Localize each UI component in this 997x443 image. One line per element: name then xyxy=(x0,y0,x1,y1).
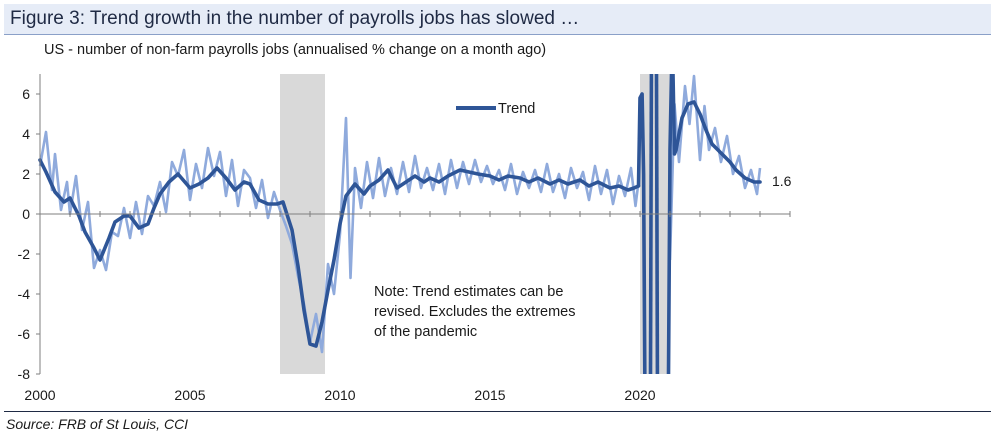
x-tick-label-2010: 2010 xyxy=(324,387,355,403)
figure-header: Figure 3: Trend growth in the number of … xyxy=(4,4,991,35)
figure-title: Figure 3: Trend growth in the number of … xyxy=(10,8,580,29)
x-tick-label-2000: 2000 xyxy=(24,387,55,403)
trend-pandemic-segment-4 xyxy=(671,73,678,156)
y-tick-label--6: -6 xyxy=(18,326,31,342)
x-tick-label-2020: 2020 xyxy=(624,387,655,403)
end-value-label: 1.6 xyxy=(772,173,792,189)
source-divider xyxy=(4,411,991,412)
note-line-0: Note: Trend estimates can be xyxy=(374,284,563,300)
y-tick-label-0: 0 xyxy=(22,206,30,222)
x-tick-label-2015: 2015 xyxy=(474,387,505,403)
x-tick-label-2005: 2005 xyxy=(174,387,205,403)
y-tick-label-6: 6 xyxy=(22,86,30,102)
trend-pandemic-segment-1 xyxy=(648,73,654,375)
y-tick-label--2: -2 xyxy=(18,246,31,262)
y-tick-label--4: -4 xyxy=(18,286,31,302)
trend-pandemic-segment-0 xyxy=(636,92,647,375)
note-line-1: revised. Excludes the extremes xyxy=(374,304,575,320)
trend-pandemic-segment-3 xyxy=(666,73,674,375)
chart-subtitle: US - number of non-farm payrolls jobs (a… xyxy=(44,42,547,58)
trend-pandemic-segment-2 xyxy=(654,73,660,375)
series-trend-line-1 xyxy=(674,100,762,184)
legend-label-trend: Trend xyxy=(498,101,535,117)
y-tick-label-4: 4 xyxy=(22,126,30,142)
note-line-2: of the pandemic xyxy=(374,324,477,340)
series-monthly-line-1 xyxy=(668,74,762,261)
y-tick-label-2: 2 xyxy=(22,166,30,182)
source-note: Source: FRB of St Louis, CCI xyxy=(6,416,189,432)
y-tick-label--8: -8 xyxy=(18,366,31,382)
